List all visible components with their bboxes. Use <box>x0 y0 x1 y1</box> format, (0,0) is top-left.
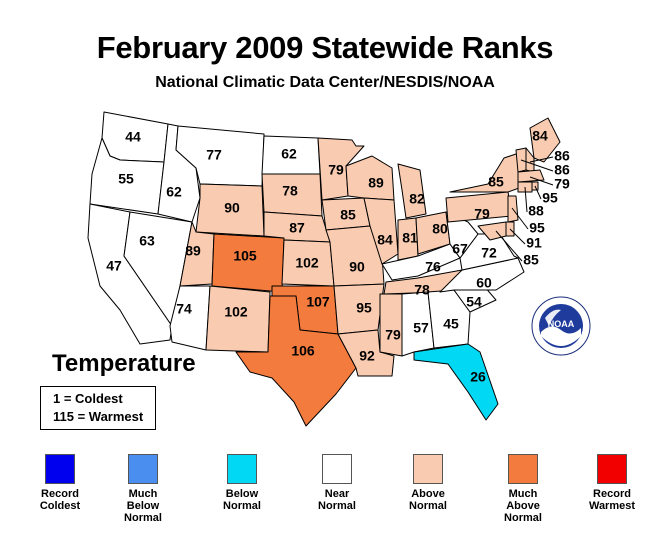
legend-item: Record Coldest <box>20 454 100 512</box>
legend-swatch <box>227 454 257 484</box>
rank-label-tn: 78 <box>414 282 430 298</box>
rank-key-box: 1 = Coldest 115 = Warmest <box>40 386 156 430</box>
rank-label-nc: 60 <box>476 275 492 291</box>
legend-item: Below Normal <box>202 454 282 512</box>
state-mi <box>397 163 427 219</box>
rank-label-id: 62 <box>166 184 182 200</box>
noaa-logo: NOAA <box>531 296 591 356</box>
rank-key-line-coldest: 1 = Coldest <box>53 391 123 406</box>
rank-label-tx: 106 <box>291 343 315 359</box>
rank-label-ma: 79 <box>554 176 570 192</box>
rank-label-ny: 85 <box>488 174 504 190</box>
rank-label-ks: 102 <box>295 255 319 271</box>
state-il <box>363 197 399 265</box>
legend-label: Much Below Normal <box>124 488 162 524</box>
rank-label-sc: 54 <box>466 294 482 310</box>
rank-label-ky: 76 <box>425 259 441 275</box>
rank-label-in: 81 <box>402 230 418 246</box>
rank-label-la: 92 <box>359 348 375 364</box>
rank-label-ne: 87 <box>289 220 305 236</box>
rank-label-ct: 88 <box>528 203 544 219</box>
rank-label-mo: 90 <box>349 259 365 275</box>
rank-label-mt: 77 <box>206 147 222 163</box>
svg-text:NOAA: NOAA <box>548 319 575 329</box>
rank-label-co: 105 <box>233 248 257 264</box>
map-subtitle: National Climatic Data Center/NESDIS/NOA… <box>155 74 495 91</box>
rank-label-ut: 89 <box>185 243 201 259</box>
rank-label-nv: 63 <box>139 233 155 249</box>
rank-label-il: 84 <box>377 232 393 248</box>
legend-label: Record Warmest <box>588 488 636 512</box>
legend-swatch <box>413 454 443 484</box>
state-md <box>477 221 507 241</box>
leader-line-ri <box>534 185 542 200</box>
legend-label: Near Normal <box>318 488 356 512</box>
rank-label-ia: 85 <box>340 207 356 223</box>
legend-item: Much Below Normal <box>103 454 183 524</box>
rank-label-or: 55 <box>118 171 134 187</box>
leader-line-vt <box>520 159 554 172</box>
rank-label-mi: 82 <box>409 191 425 207</box>
leader-line-nh <box>529 156 554 163</box>
state-la <box>337 329 395 377</box>
rank-label-ri: 95 <box>542 190 558 206</box>
legend-swatch <box>508 454 538 484</box>
map-title: February 2009 Statewide Ranks <box>96 30 554 65</box>
rank-label-sd: 78 <box>282 183 298 199</box>
state-ma <box>517 169 545 183</box>
rank-label-nj: 95 <box>529 220 545 236</box>
rank-label-mn: 79 <box>328 162 344 178</box>
rank-label-ok: 107 <box>306 294 330 310</box>
rank-label-wa: 44 <box>125 129 141 145</box>
rank-label-wy: 90 <box>224 200 240 216</box>
section-title: Temperature <box>52 350 196 377</box>
legend-label: Much Above Normal <box>504 488 542 524</box>
rank-label-nh: 86 <box>554 148 570 164</box>
legend-item: Above Normal <box>388 454 468 512</box>
rank-label-al: 57 <box>413 320 429 336</box>
state-al <box>401 291 435 357</box>
state-fl <box>413 343 499 421</box>
legend-label: Record Coldest <box>39 488 81 512</box>
state-az <box>169 285 211 351</box>
rank-label-ms: 79 <box>385 327 401 343</box>
legend-swatch <box>128 454 158 484</box>
rank-label-oh: 80 <box>432 221 448 237</box>
rank-label-fl: 26 <box>470 369 486 385</box>
legend-item: Near Normal <box>297 454 377 512</box>
rank-label-az: 74 <box>176 301 192 317</box>
rank-label-de: 91 <box>526 235 542 251</box>
state-wy <box>195 183 265 237</box>
state-tx <box>235 295 357 427</box>
rank-label-vt: 86 <box>554 162 570 178</box>
rank-key-line-warmest: 115 = Warmest <box>53 409 144 424</box>
rank-label-pa: 79 <box>474 206 490 222</box>
leader-line-md <box>495 230 523 262</box>
rank-label-ga: 45 <box>443 316 459 332</box>
rank-label-nd: 62 <box>281 146 297 162</box>
legend-swatch <box>597 454 627 484</box>
leader-line-nj <box>511 207 529 230</box>
rank-label-ar: 95 <box>356 300 372 316</box>
rank-label-wi: 89 <box>368 175 384 191</box>
state-ms <box>379 293 403 357</box>
legend-label: Below Normal <box>223 488 261 512</box>
rank-label-nm: 102 <box>224 304 248 320</box>
legend-swatch <box>322 454 352 484</box>
legend-item: Record Warmest <box>572 454 650 512</box>
rank-label-md: 85 <box>523 252 539 268</box>
leader-line-de <box>509 228 526 245</box>
legend-item: Much Above Normal <box>483 454 563 524</box>
rank-label-va: 72 <box>481 245 497 261</box>
state-me <box>529 117 561 163</box>
legend-swatch <box>45 454 75 484</box>
rank-label-me: 84 <box>532 128 548 144</box>
leader-line-ma <box>529 176 554 186</box>
rank-label-wv: 67 <box>452 241 468 257</box>
rank-label-ca: 47 <box>106 258 122 274</box>
leader-line-ct <box>524 186 528 213</box>
legend-label: Above Normal <box>409 488 447 512</box>
